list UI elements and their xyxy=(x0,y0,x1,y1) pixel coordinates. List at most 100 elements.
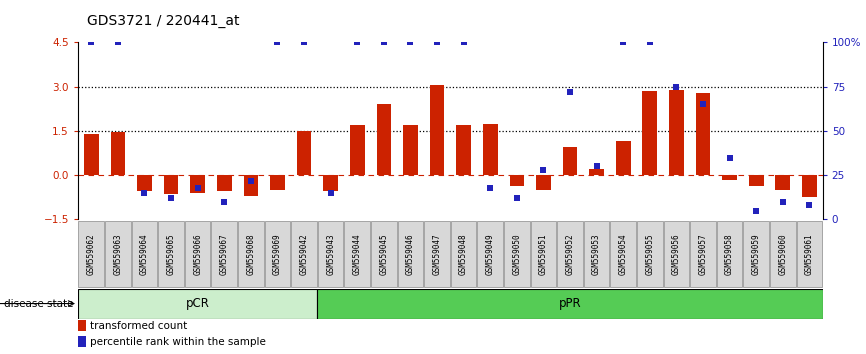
Point xyxy=(536,167,551,173)
Point xyxy=(84,40,98,45)
Bar xyxy=(79,221,104,287)
Point xyxy=(722,155,736,160)
Bar xyxy=(749,175,764,185)
Text: GSM559048: GSM559048 xyxy=(459,233,469,275)
Bar xyxy=(371,221,397,287)
Text: GSM559044: GSM559044 xyxy=(352,233,362,275)
Bar xyxy=(775,175,790,190)
Bar xyxy=(424,221,449,287)
Bar xyxy=(132,221,158,287)
Point xyxy=(377,40,391,45)
Bar xyxy=(509,175,524,185)
Point xyxy=(191,185,204,190)
Bar xyxy=(350,125,365,175)
Bar xyxy=(191,175,205,193)
Point xyxy=(669,84,683,90)
Text: GSM559064: GSM559064 xyxy=(140,233,149,275)
Point xyxy=(510,195,524,201)
Bar xyxy=(345,221,370,287)
Text: GSM559056: GSM559056 xyxy=(672,233,681,275)
Bar xyxy=(111,132,126,175)
Text: pPR: pPR xyxy=(559,297,581,310)
Point xyxy=(456,40,470,45)
Bar xyxy=(690,221,716,287)
Bar xyxy=(584,221,610,287)
Bar xyxy=(504,221,530,287)
Bar xyxy=(717,221,742,287)
Text: GSM559066: GSM559066 xyxy=(193,233,202,275)
Point xyxy=(696,102,710,107)
Point xyxy=(776,199,790,205)
Bar xyxy=(637,221,662,287)
Bar xyxy=(265,221,290,287)
Text: GSM559065: GSM559065 xyxy=(166,233,176,275)
Text: GSM559055: GSM559055 xyxy=(645,233,655,275)
Bar xyxy=(536,175,551,190)
Point xyxy=(430,40,444,45)
Bar xyxy=(616,141,630,175)
Bar xyxy=(158,221,184,287)
Bar xyxy=(557,221,583,287)
Text: GSM559062: GSM559062 xyxy=(87,233,96,275)
Point xyxy=(297,40,311,45)
Bar xyxy=(797,221,822,287)
Point xyxy=(217,199,231,205)
Bar xyxy=(318,221,344,287)
Text: GSM559049: GSM559049 xyxy=(486,233,494,275)
Bar xyxy=(695,93,710,175)
Point xyxy=(643,40,656,45)
Bar xyxy=(430,85,444,175)
Text: GSM559052: GSM559052 xyxy=(565,233,574,275)
Bar xyxy=(397,221,423,287)
Point xyxy=(350,40,364,45)
Point xyxy=(749,208,763,213)
Bar xyxy=(563,147,578,175)
Text: GSM559042: GSM559042 xyxy=(300,233,308,275)
Text: GSM559069: GSM559069 xyxy=(273,233,282,275)
Text: GSM559060: GSM559060 xyxy=(779,233,787,275)
Text: GSM559067: GSM559067 xyxy=(220,233,229,275)
Text: GSM559061: GSM559061 xyxy=(805,233,814,275)
Bar xyxy=(291,221,317,287)
Bar xyxy=(770,221,796,287)
Bar xyxy=(164,175,178,194)
Bar xyxy=(643,91,657,175)
Point xyxy=(483,185,497,190)
Text: GSM559059: GSM559059 xyxy=(752,233,760,275)
Bar xyxy=(451,221,476,287)
Text: GDS3721 / 220441_at: GDS3721 / 220441_at xyxy=(87,14,239,28)
Bar xyxy=(238,221,263,287)
Text: GSM559053: GSM559053 xyxy=(592,233,601,275)
Point xyxy=(617,40,630,45)
Bar xyxy=(216,175,231,192)
Bar xyxy=(722,175,737,180)
Bar xyxy=(211,221,237,287)
Bar xyxy=(297,131,312,175)
Bar xyxy=(105,221,131,287)
Bar xyxy=(78,320,86,331)
Bar xyxy=(477,221,503,287)
Bar xyxy=(483,124,498,175)
Point xyxy=(164,195,178,201)
Text: GSM559051: GSM559051 xyxy=(539,233,548,275)
Point xyxy=(111,40,125,45)
Bar xyxy=(243,175,258,196)
Bar xyxy=(78,289,317,319)
Text: GSM559054: GSM559054 xyxy=(618,233,628,275)
Text: disease state: disease state xyxy=(4,298,74,309)
Point xyxy=(270,40,284,45)
Bar xyxy=(531,221,556,287)
Point xyxy=(324,190,338,196)
Bar xyxy=(456,125,471,175)
Text: GSM559058: GSM559058 xyxy=(725,233,734,275)
Text: GSM559050: GSM559050 xyxy=(513,233,521,275)
Text: GSM559043: GSM559043 xyxy=(326,233,335,275)
Bar xyxy=(663,221,689,287)
Point xyxy=(563,89,577,95)
Bar xyxy=(743,221,769,287)
Text: GSM559057: GSM559057 xyxy=(699,233,708,275)
Point xyxy=(244,178,258,183)
Bar xyxy=(270,175,285,190)
Bar xyxy=(611,221,636,287)
Bar xyxy=(802,175,817,198)
